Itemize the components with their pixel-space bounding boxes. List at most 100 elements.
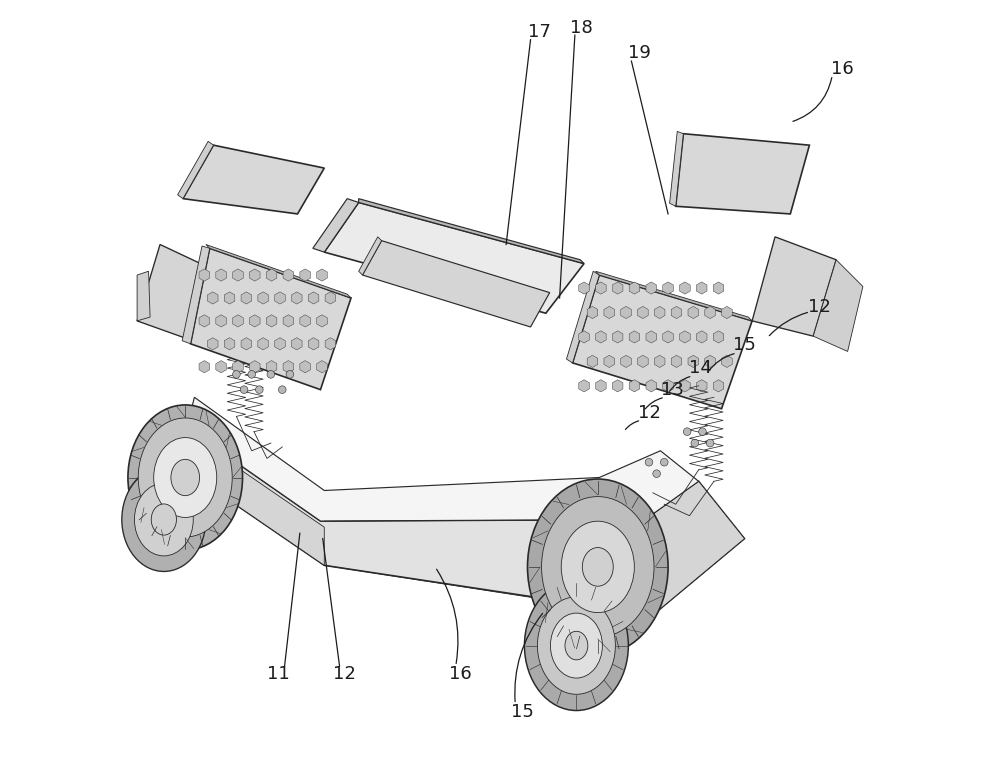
Polygon shape	[705, 355, 715, 367]
Polygon shape	[258, 292, 268, 304]
Text: 15: 15	[733, 336, 756, 354]
Circle shape	[706, 439, 714, 447]
Polygon shape	[187, 428, 744, 615]
Polygon shape	[224, 338, 235, 350]
Polygon shape	[621, 306, 631, 319]
Polygon shape	[680, 282, 690, 294]
Polygon shape	[612, 331, 623, 343]
Ellipse shape	[550, 613, 602, 678]
Polygon shape	[266, 315, 277, 327]
Polygon shape	[654, 355, 665, 367]
Polygon shape	[645, 481, 744, 615]
Text: 12: 12	[333, 665, 356, 683]
Circle shape	[683, 428, 691, 435]
Polygon shape	[646, 331, 657, 343]
Ellipse shape	[151, 504, 176, 535]
Polygon shape	[722, 355, 732, 367]
Polygon shape	[206, 244, 351, 298]
Polygon shape	[187, 397, 699, 521]
Polygon shape	[241, 338, 252, 350]
Polygon shape	[596, 282, 606, 294]
Polygon shape	[629, 380, 640, 392]
Text: 18: 18	[570, 18, 593, 37]
Text: 11: 11	[267, 665, 290, 683]
Polygon shape	[199, 361, 210, 373]
Ellipse shape	[582, 548, 613, 586]
Text: 14: 14	[689, 359, 712, 377]
Polygon shape	[596, 271, 752, 321]
Ellipse shape	[542, 497, 654, 637]
Polygon shape	[233, 361, 243, 373]
Polygon shape	[646, 282, 657, 294]
Text: 12: 12	[638, 403, 661, 422]
Polygon shape	[638, 306, 648, 319]
Text: 16: 16	[831, 60, 854, 78]
Polygon shape	[705, 306, 715, 319]
Ellipse shape	[528, 479, 668, 655]
Polygon shape	[283, 315, 294, 327]
Polygon shape	[283, 269, 294, 281]
Polygon shape	[308, 292, 319, 304]
Ellipse shape	[565, 631, 588, 660]
Polygon shape	[249, 269, 260, 281]
Polygon shape	[663, 331, 673, 343]
Polygon shape	[638, 355, 648, 367]
Polygon shape	[671, 355, 682, 367]
Circle shape	[653, 470, 660, 478]
Polygon shape	[579, 331, 589, 343]
Polygon shape	[573, 275, 752, 409]
Ellipse shape	[134, 483, 193, 556]
Polygon shape	[604, 355, 615, 367]
Polygon shape	[283, 361, 294, 373]
Polygon shape	[266, 361, 277, 373]
Polygon shape	[207, 338, 218, 350]
Polygon shape	[308, 338, 319, 350]
Polygon shape	[275, 338, 285, 350]
Circle shape	[240, 386, 248, 393]
Text: 15: 15	[511, 703, 534, 721]
Polygon shape	[696, 380, 707, 392]
Circle shape	[248, 371, 256, 378]
Polygon shape	[612, 380, 623, 392]
Polygon shape	[199, 269, 210, 281]
Polygon shape	[216, 269, 226, 281]
Circle shape	[691, 439, 699, 447]
Polygon shape	[137, 271, 150, 321]
Circle shape	[233, 371, 240, 378]
Polygon shape	[713, 282, 724, 294]
Text: 13: 13	[661, 380, 684, 399]
Polygon shape	[579, 282, 589, 294]
Polygon shape	[137, 244, 225, 340]
Circle shape	[267, 371, 275, 378]
Polygon shape	[291, 292, 302, 304]
Polygon shape	[191, 435, 324, 565]
Polygon shape	[362, 241, 550, 327]
Polygon shape	[646, 380, 657, 392]
Ellipse shape	[122, 468, 206, 571]
Polygon shape	[629, 331, 640, 343]
Polygon shape	[233, 315, 243, 327]
Polygon shape	[752, 237, 836, 336]
Circle shape	[645, 458, 653, 466]
Polygon shape	[629, 282, 640, 294]
Text: 19: 19	[628, 44, 651, 63]
Polygon shape	[241, 292, 252, 304]
Polygon shape	[604, 306, 615, 319]
Polygon shape	[579, 380, 589, 392]
Polygon shape	[249, 315, 260, 327]
Polygon shape	[696, 331, 707, 343]
Circle shape	[278, 386, 286, 393]
Ellipse shape	[537, 597, 615, 694]
Polygon shape	[596, 331, 606, 343]
Ellipse shape	[171, 459, 200, 496]
Text: 16: 16	[449, 665, 472, 683]
Polygon shape	[325, 292, 336, 304]
Ellipse shape	[128, 405, 243, 550]
Polygon shape	[216, 315, 226, 327]
Polygon shape	[680, 380, 690, 392]
Polygon shape	[317, 361, 327, 373]
Polygon shape	[224, 292, 235, 304]
Text: 12: 12	[808, 298, 831, 316]
Ellipse shape	[524, 581, 628, 711]
Polygon shape	[275, 292, 285, 304]
